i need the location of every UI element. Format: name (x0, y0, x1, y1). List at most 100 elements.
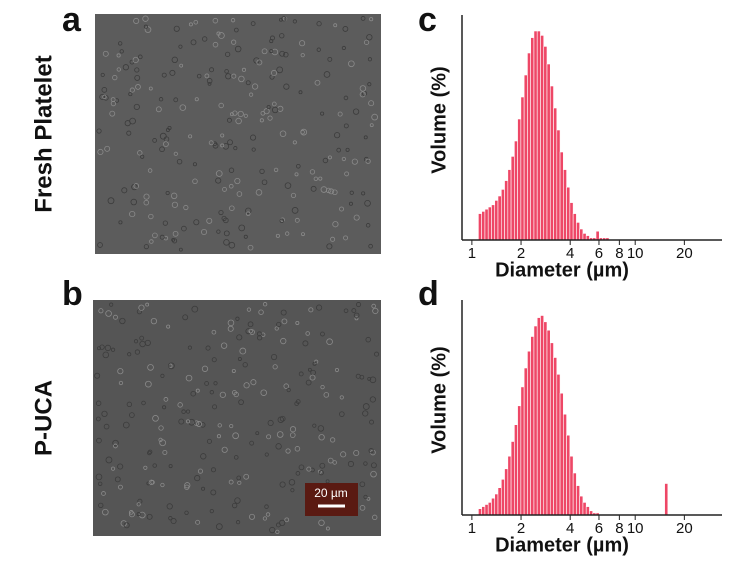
bar (546, 329, 551, 516)
panel-label: a (62, 1, 82, 39)
cell (256, 59, 263, 66)
panel-label: b (62, 275, 83, 313)
bar (527, 52, 531, 241)
cell (336, 147, 342, 153)
bar (484, 208, 489, 241)
cell (162, 220, 168, 226)
cell (145, 302, 150, 307)
cell (97, 242, 103, 248)
cell (280, 337, 287, 345)
cell (194, 475, 201, 482)
cell (353, 449, 360, 457)
cell (155, 106, 162, 113)
cell (360, 16, 366, 21)
cell (97, 346, 101, 351)
cell (261, 48, 268, 55)
cell (190, 390, 196, 397)
cell (158, 437, 163, 442)
cell (269, 526, 276, 534)
cell (363, 39, 370, 45)
cell (94, 372, 101, 379)
cell (99, 93, 106, 100)
cell (359, 481, 366, 488)
bar (572, 472, 577, 516)
bar (563, 413, 567, 516)
cell (208, 140, 214, 146)
cell (368, 243, 373, 249)
cell (262, 302, 268, 307)
bar (500, 189, 505, 241)
cell (147, 168, 153, 173)
cell (320, 186, 328, 193)
cell (232, 432, 239, 440)
cell (178, 44, 183, 49)
cell (201, 365, 209, 372)
cell (129, 412, 135, 418)
cell (95, 400, 102, 406)
cell (129, 210, 136, 218)
cell (367, 376, 372, 381)
cell (279, 519, 286, 527)
cell (327, 457, 334, 464)
bar (536, 30, 541, 241)
cell (332, 460, 337, 465)
cell (193, 219, 200, 226)
cell (152, 138, 158, 143)
bar (540, 315, 545, 516)
x-tick-label: 6 (595, 245, 603, 262)
cell (101, 410, 108, 418)
bar (576, 222, 580, 241)
cell (274, 326, 279, 331)
cell (243, 113, 248, 118)
x-tick-label: 1 (468, 245, 476, 262)
cell (295, 471, 301, 476)
cell (291, 207, 299, 214)
cell (317, 425, 325, 432)
cell (298, 464, 305, 471)
x-tick-label: 8 (615, 520, 623, 537)
cell (96, 437, 102, 444)
cell (328, 188, 335, 195)
cell (281, 16, 287, 22)
cell (248, 328, 253, 334)
cell (165, 128, 170, 133)
cell (316, 47, 321, 52)
cell (247, 321, 254, 328)
cell (165, 190, 170, 196)
cell (310, 185, 317, 192)
cell (122, 64, 129, 71)
cell (292, 19, 297, 24)
cell (150, 317, 158, 325)
cell (97, 148, 104, 156)
cell (292, 140, 297, 145)
bar (582, 502, 587, 516)
x-axis-label: Diameter (µm) (495, 259, 629, 281)
cell (232, 110, 238, 116)
cell (224, 69, 229, 74)
bar (533, 30, 538, 241)
cell (369, 17, 374, 22)
y-axis-label: Volume (%) (428, 346, 450, 453)
cell (159, 146, 165, 153)
cell (171, 56, 178, 64)
cell (370, 462, 377, 469)
cell (223, 230, 230, 237)
bar (523, 74, 528, 241)
cell (286, 387, 291, 393)
cell (146, 513, 153, 520)
cell (374, 351, 380, 357)
cell (120, 520, 127, 527)
cell (227, 139, 233, 146)
cell (300, 128, 308, 136)
cell (221, 215, 227, 221)
cell (306, 466, 312, 472)
cell (264, 452, 269, 457)
cell (243, 234, 248, 239)
x-tick-label: 2 (517, 245, 525, 262)
x-tick-label: 20 (676, 245, 693, 262)
cell (238, 224, 246, 232)
cell (247, 244, 254, 251)
bar (504, 180, 509, 241)
cell (233, 146, 238, 151)
cell (318, 470, 324, 476)
